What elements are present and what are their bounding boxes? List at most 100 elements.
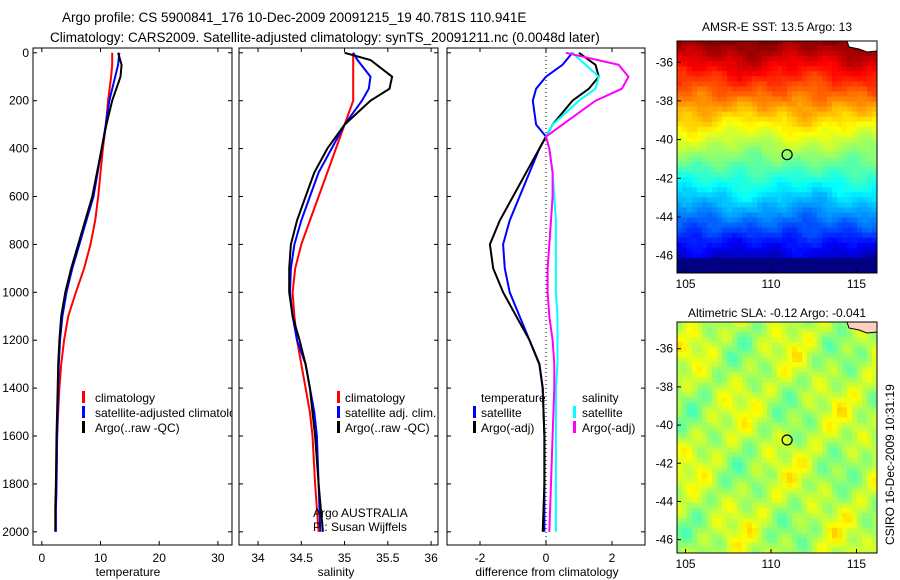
heatmap-cell	[792, 212, 798, 219]
heatmap-cell	[867, 131, 873, 138]
heatmap-cell	[812, 477, 818, 484]
heatmap-cell	[707, 207, 713, 213]
heatmap-cell	[872, 377, 878, 383]
heatmap-cell	[872, 337, 878, 343]
heatmap-cell	[777, 487, 783, 494]
heatmap-cell	[782, 222, 788, 229]
heatmap-cell	[847, 522, 853, 529]
heatmap-cell	[682, 407, 688, 413]
heatmap-cell	[762, 522, 768, 529]
heatmap-cell	[797, 372, 803, 378]
series-line-climatology	[54, 52, 114, 508]
heatmap-cell	[837, 91, 843, 97]
heatmap-cell	[822, 382, 828, 388]
heatmap-cell	[802, 182, 808, 188]
heatmap-cell	[782, 247, 788, 254]
heatmap-cell	[872, 437, 878, 444]
heatmap-cell	[727, 56, 733, 62]
heatmap-cell	[747, 532, 753, 539]
heatmap-cell	[767, 202, 773, 208]
heatmap-cell	[817, 131, 823, 138]
heatmap-cell	[772, 46, 778, 52]
heatmap-cell	[752, 46, 758, 52]
heatmap-cell	[717, 462, 723, 469]
heatmap-cell	[722, 452, 728, 459]
heatmap-cell	[857, 192, 863, 198]
heatmap-cell	[687, 362, 693, 368]
heatmap-cell	[802, 71, 808, 77]
heatmap-cell	[737, 212, 743, 219]
heatmap-cell	[702, 542, 708, 549]
heatmap-cell	[802, 257, 808, 264]
heatmap-cell	[692, 467, 698, 474]
heatmap-cell	[732, 542, 738, 549]
heatmap-cell	[742, 397, 748, 403]
heatmap-cell	[747, 157, 753, 163]
heatmap-cell	[727, 527, 733, 534]
heatmap-cell	[787, 517, 793, 524]
heatmap-cell	[692, 222, 698, 229]
heatmap-cell	[857, 427, 863, 433]
heatmap-cell	[827, 447, 833, 454]
heatmap-cell	[702, 392, 708, 398]
heatmap-cell	[777, 46, 783, 52]
heatmap-cell	[872, 512, 878, 519]
heatmap-cell	[797, 66, 803, 72]
heatmap-cell	[807, 177, 813, 183]
heatmap-cell	[747, 71, 753, 77]
heatmap-cell	[787, 482, 793, 489]
heatmap-cell	[782, 86, 788, 92]
heatmap-cell	[692, 382, 698, 388]
heatmap-cell	[837, 252, 843, 259]
heatmap-cell	[862, 146, 868, 153]
heatmap-cell	[787, 387, 793, 393]
heatmap-cell	[787, 222, 793, 229]
heatmap-cell	[727, 81, 733, 87]
heatmap-cell	[832, 227, 838, 234]
heatmap-cell	[682, 71, 688, 77]
heatmap-cell	[812, 377, 818, 383]
heatmap-cell	[777, 81, 783, 87]
heatmap-cell	[817, 182, 823, 188]
heatmap-cell	[782, 66, 788, 72]
heatmap-cell	[722, 81, 728, 87]
heatmap-cell	[827, 517, 833, 524]
heatmap-cell	[692, 197, 698, 203]
heatmap-cell	[732, 407, 738, 413]
heatmap-cell	[727, 472, 733, 479]
heatmap-cell	[832, 91, 838, 97]
heatmap-cell	[717, 417, 723, 423]
heatmap-cell	[682, 452, 688, 459]
heatmap-cell	[802, 141, 808, 148]
heatmap-cell	[737, 407, 743, 413]
heatmap-cell	[732, 537, 738, 544]
heatmap-cell	[837, 106, 843, 113]
heatmap-cell	[817, 151, 823, 158]
heatmap-cell	[762, 222, 768, 229]
heatmap-cell	[817, 222, 823, 229]
heatmap-cell	[852, 337, 858, 343]
heatmap-cell	[742, 182, 748, 188]
heatmap-cell	[777, 177, 783, 183]
x-tick-label: 0	[543, 551, 550, 565]
heatmap-cell	[687, 202, 693, 208]
heatmap-cell	[872, 162, 878, 168]
heatmap-cell	[677, 482, 683, 489]
heatmap-cell	[812, 96, 818, 103]
heatmap-cell	[867, 517, 873, 524]
heatmap-cell	[787, 207, 793, 213]
heatmap-cell	[822, 332, 828, 338]
heatmap-cell	[677, 141, 683, 148]
heatmap-cell	[732, 111, 738, 118]
heatmap-cell	[837, 467, 843, 474]
heatmap-cell	[702, 327, 708, 333]
heatmap-cell	[837, 71, 843, 77]
heatmap-cell	[857, 377, 863, 383]
heatmap-cell	[802, 116, 808, 123]
heatmap-cell	[717, 497, 723, 504]
heatmap-cell	[722, 532, 728, 539]
heatmap-cell	[792, 472, 798, 479]
heatmap-cell	[732, 422, 738, 428]
heatmap-cell	[757, 101, 763, 108]
heatmap-cell	[737, 322, 743, 328]
